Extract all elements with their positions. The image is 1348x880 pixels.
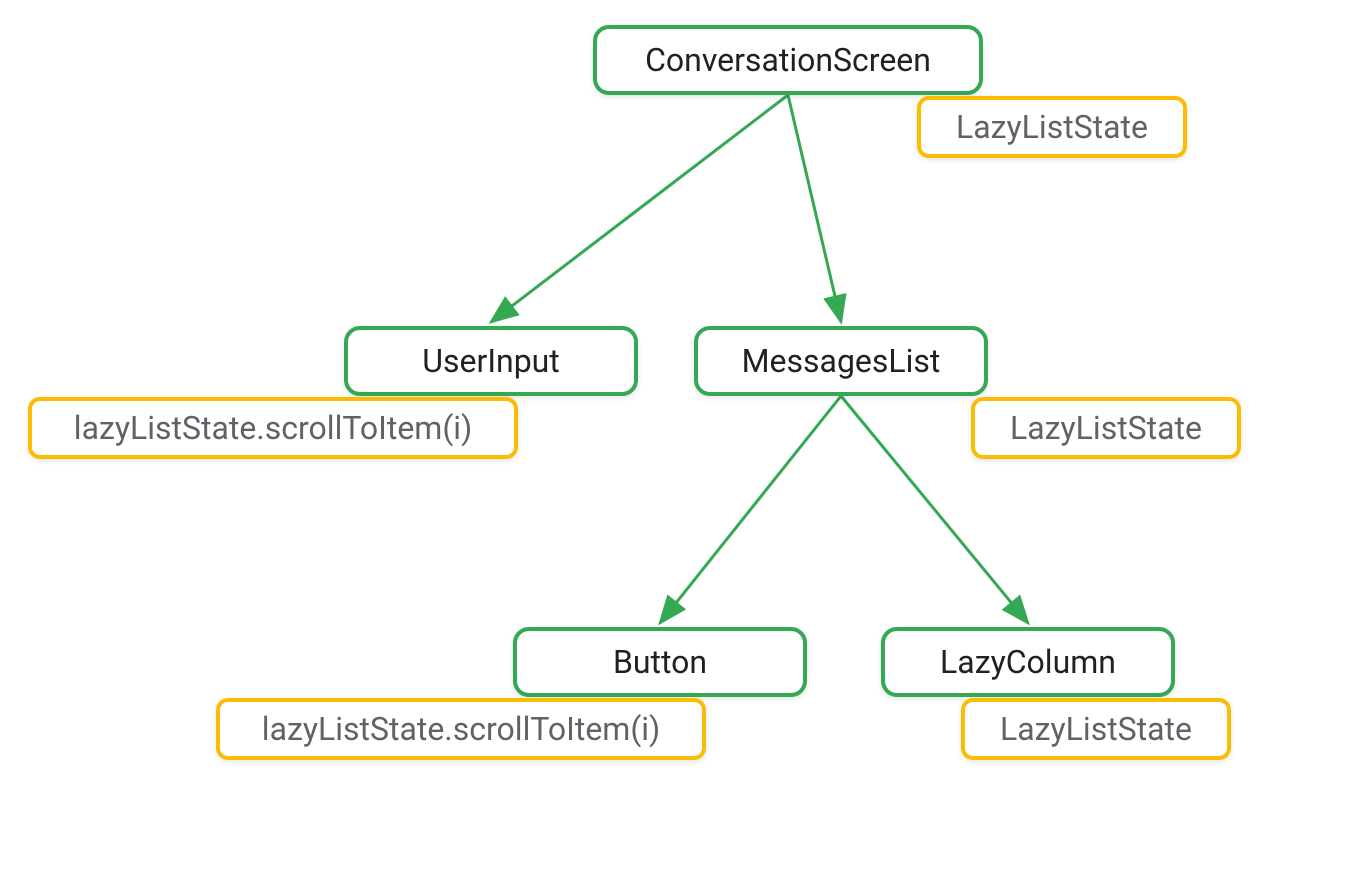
node-label: lazyListState.scrollToItem(i)	[74, 409, 472, 447]
node-conversation-screen: ConversationScreen	[593, 25, 983, 95]
node-label: LazyColumn	[940, 643, 1116, 681]
node-lazy-list-state-1: LazyListState	[917, 96, 1187, 158]
node-label: MessagesList	[742, 342, 941, 380]
node-scroll-to-item-2: lazyListState.scrollToItem(i)	[216, 698, 706, 760]
node-label: UserInput	[422, 342, 560, 380]
edge-messages-list-to-button	[660, 396, 841, 623]
node-label: LazyListState	[1010, 409, 1202, 447]
node-scroll-to-item-1: lazyListState.scrollToItem(i)	[28, 397, 518, 459]
node-lazy-list-state-3: LazyListState	[961, 698, 1231, 760]
node-label: Button	[613, 643, 707, 681]
node-lazy-column: LazyColumn	[881, 627, 1175, 697]
node-button: Button	[513, 627, 807, 697]
node-user-input: UserInput	[344, 326, 638, 396]
node-label: ConversationScreen	[645, 41, 931, 79]
node-lazy-list-state-2: LazyListState	[971, 397, 1241, 459]
edge-conversation-screen-to-messages-list	[788, 95, 841, 322]
edge-conversation-screen-to-user-input	[491, 95, 788, 322]
node-label: LazyListState	[956, 108, 1148, 146]
node-label: lazyListState.scrollToItem(i)	[262, 710, 660, 748]
node-label: LazyListState	[1000, 710, 1192, 748]
node-messages-list: MessagesList	[694, 326, 988, 396]
